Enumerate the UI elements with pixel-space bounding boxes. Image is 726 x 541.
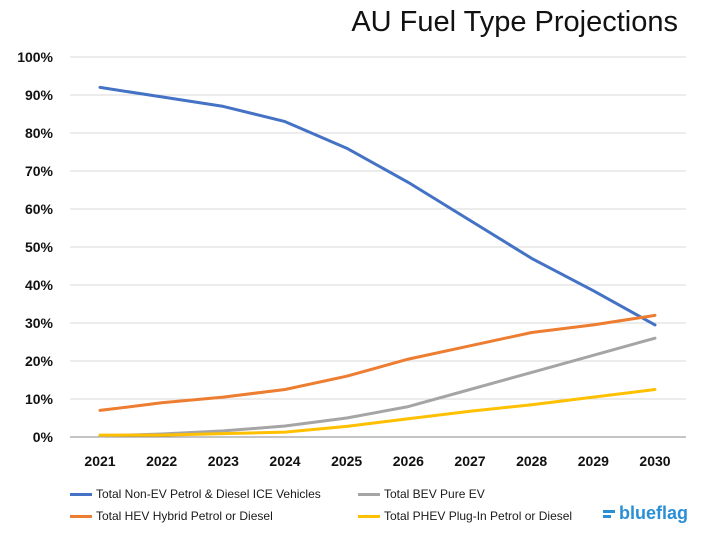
y-tick-label: 100% [17,49,53,65]
series-line-1 [98,336,657,438]
flag-icon [603,508,615,520]
y-tick-label: 70% [25,163,54,179]
series-line-0 [98,85,657,327]
y-tick-label: 90% [25,87,54,103]
x-axis-ticks: 2021 2022 2023 2024 2025 2026 2027 2028 2029 2030 [84,453,670,469]
y-tick-label: 50% [25,239,54,255]
y-tick-label: 80% [25,125,54,141]
y-axis-ticks: 0% 10% 20% 30% 40% 50% 60% 70% 80% 90% 100% [17,49,53,445]
x-tick-label: 2026 [393,453,424,469]
x-tick-label: 2030 [639,453,670,469]
x-tick-label: 2022 [146,453,177,469]
y-tick-label: 40% [25,277,54,293]
brand-logo: blueflag [603,503,688,524]
y-tick-label: 60% [25,201,54,217]
y-tick-label: 20% [25,353,54,369]
y-tick-label: 10% [25,391,54,407]
y-tick-label: 30% [25,315,54,331]
x-tick-label: 2029 [578,453,609,469]
gridlines [70,56,686,438]
x-tick-label: 2021 [84,453,115,469]
y-tick-label: 0% [33,429,54,445]
brand-name: blueflag [619,503,689,523]
x-tick-label: 2023 [208,453,239,469]
x-tick-label: 2028 [516,453,547,469]
series-line-3 [98,388,657,437]
x-tick-label: 2025 [331,453,362,469]
series-line-2 [98,313,657,412]
x-tick-label: 2024 [269,453,300,469]
x-tick-label: 2027 [454,453,485,469]
series-lines [98,85,657,438]
chart-title: AU Fuel Type Projections [351,6,678,38]
